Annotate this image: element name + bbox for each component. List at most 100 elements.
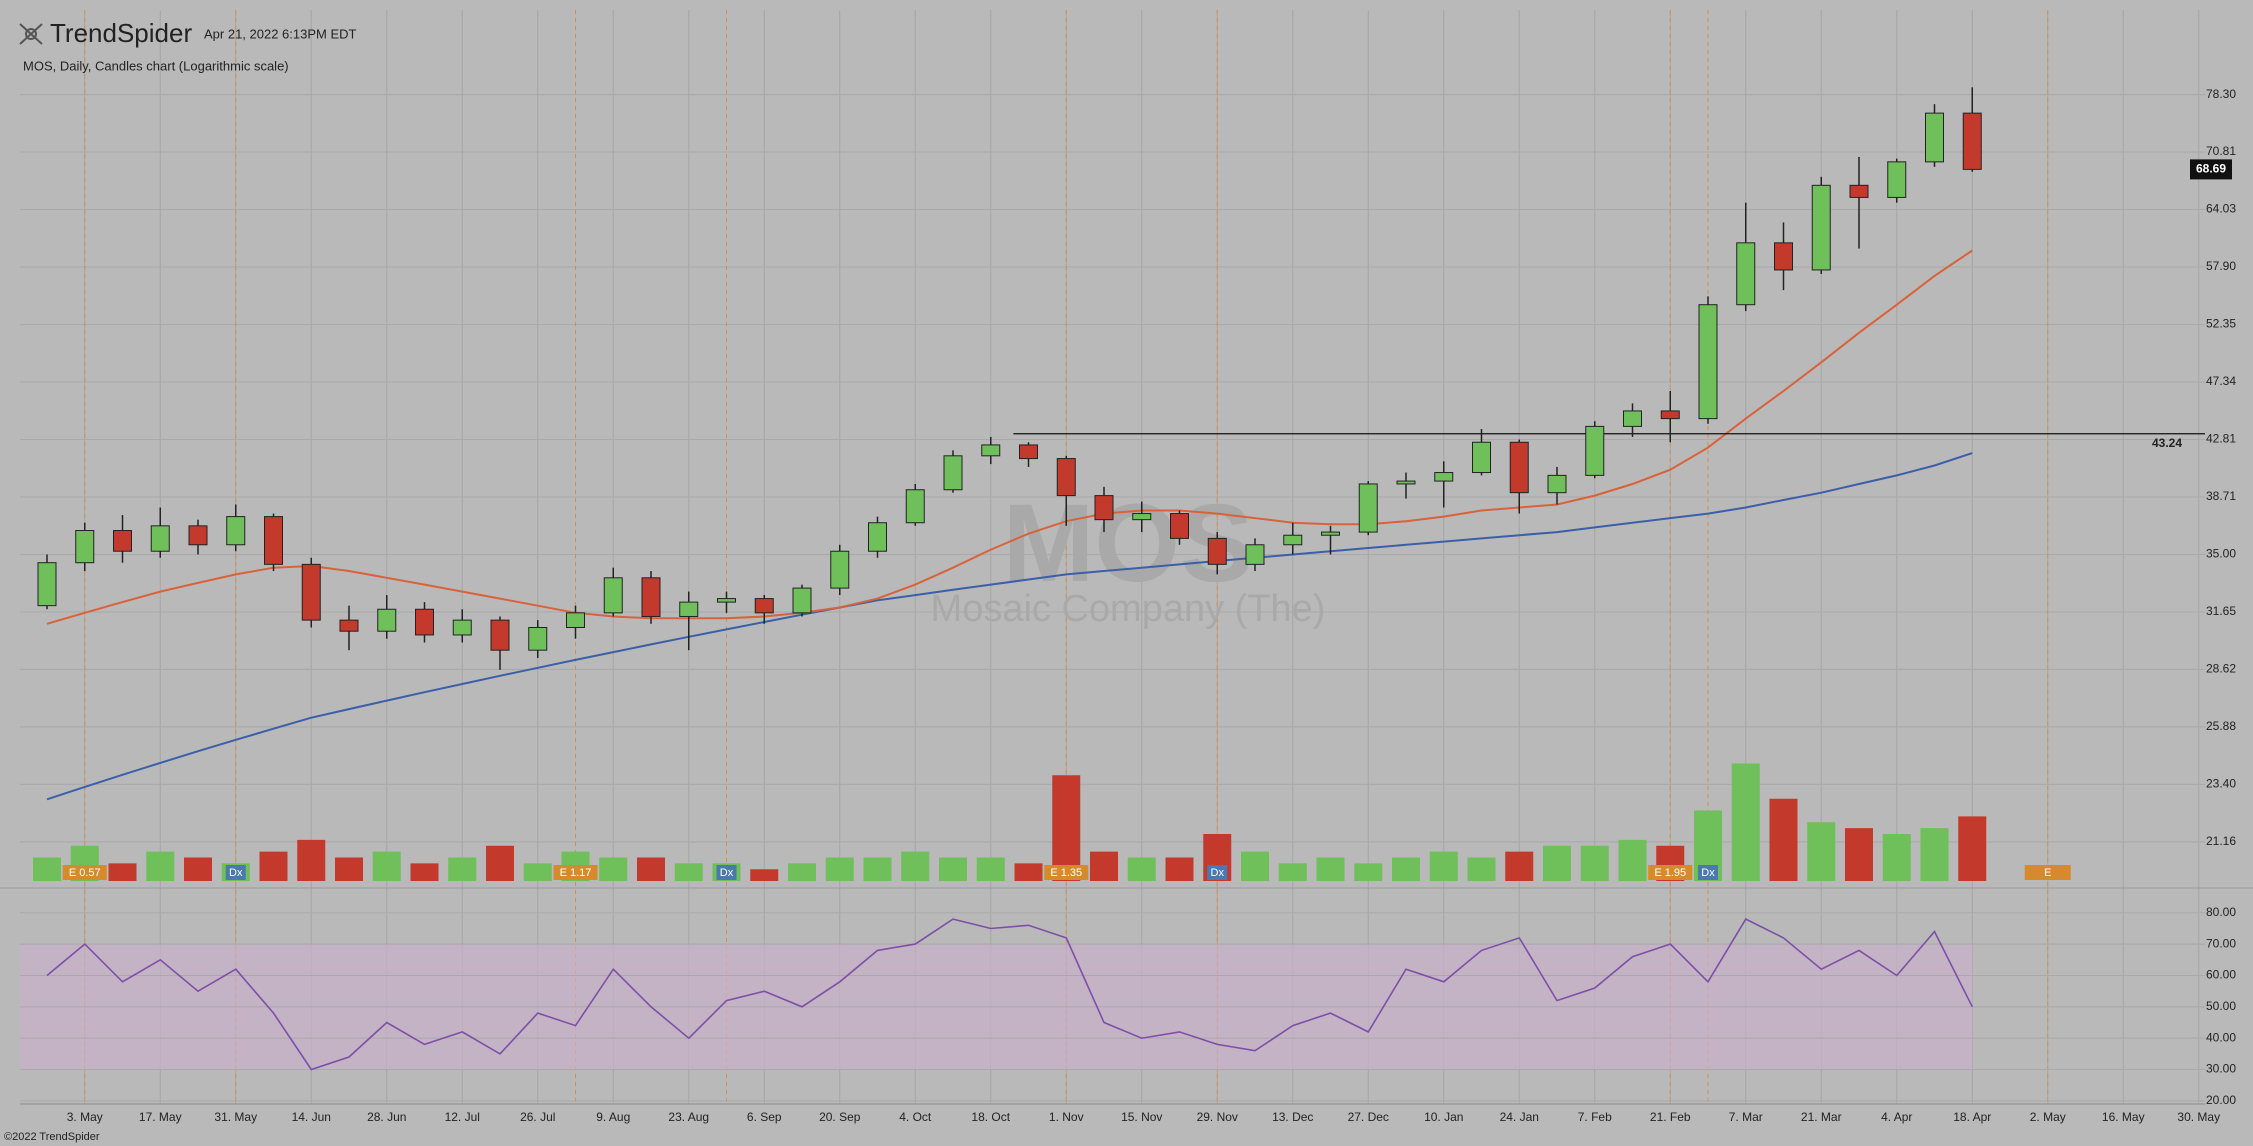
x-tick-label: 21. Mar bbox=[1801, 1110, 1842, 1124]
event-badge bbox=[1044, 865, 1089, 880]
rsi-tick-label: 50.00 bbox=[2206, 999, 2236, 1013]
x-tick-label: 28. Jun bbox=[367, 1110, 406, 1124]
volume-bar bbox=[1429, 851, 1458, 881]
volume-bar bbox=[33, 857, 61, 881]
x-tick-label: 7. Mar bbox=[1729, 1110, 1763, 1124]
y-tick-label: 42.81 bbox=[2206, 432, 2236, 446]
x-tick-label: 23. Aug bbox=[668, 1110, 709, 1124]
candle-body bbox=[188, 525, 208, 546]
candle-body bbox=[754, 598, 774, 614]
y-tick-label: 35.00 bbox=[2206, 547, 2236, 561]
y-tick-label: 23.40 bbox=[2206, 777, 2236, 791]
candle-body bbox=[868, 522, 887, 552]
event-label: Dx bbox=[1211, 867, 1225, 879]
volume-bar bbox=[901, 851, 930, 881]
x-tick-label: 12. Jul bbox=[445, 1110, 480, 1124]
volume-bar bbox=[939, 857, 967, 881]
grid bbox=[0, 10, 2253, 1105]
plot: 3. May 17. May 31. May 14. Jun 28. Jun 12. Ju… bbox=[33, 87, 2236, 1124]
candle-body bbox=[717, 598, 736, 603]
volume-bar bbox=[297, 839, 326, 881]
volume-bar bbox=[637, 857, 665, 881]
candle-body bbox=[830, 550, 850, 589]
volume-bar bbox=[1052, 775, 1081, 881]
x-tick-label: 30. May bbox=[2177, 1110, 2220, 1124]
candle-body bbox=[1321, 531, 1340, 536]
volume-bar bbox=[1316, 857, 1345, 881]
volume-bar bbox=[410, 863, 439, 881]
x-tick-label: 2. May bbox=[2030, 1110, 2066, 1124]
candle-body bbox=[1019, 444, 1038, 460]
volume-bar bbox=[1354, 863, 1383, 881]
candle-body bbox=[1283, 534, 1303, 546]
logo-icon bbox=[19, 23, 43, 45]
x-tick-label: 27. Dec bbox=[1348, 1110, 1389, 1124]
volume-bar bbox=[674, 863, 703, 881]
y-tick-label: 28.62 bbox=[2206, 662, 2236, 676]
candle-body bbox=[1660, 410, 1680, 420]
candle-body bbox=[1434, 472, 1454, 482]
volume-bar bbox=[1241, 851, 1269, 881]
volume-bar bbox=[976, 857, 1005, 881]
x-tick-label: 18. Apr bbox=[1953, 1110, 1991, 1124]
candle-body bbox=[339, 619, 359, 632]
candle-body bbox=[1547, 474, 1567, 494]
candle-body bbox=[1132, 513, 1152, 521]
volume-bar bbox=[1618, 839, 1647, 881]
volume-bar bbox=[1543, 845, 1571, 881]
y-tick-label: 21.16 bbox=[2206, 834, 2236, 848]
x-tick-label: 9. Aug bbox=[596, 1110, 630, 1124]
event-label: E 1.35 bbox=[1050, 867, 1082, 879]
event-label: Dx bbox=[1701, 867, 1715, 879]
moving-average bbox=[46, 249, 1973, 625]
watermark-name: Mosaic Company (The) bbox=[931, 588, 1326, 630]
candle-body bbox=[1623, 410, 1642, 427]
event-badge bbox=[1207, 865, 1228, 880]
volume-bar bbox=[448, 857, 477, 881]
candle-body bbox=[1925, 112, 1944, 163]
timestamp: Apr 21, 2022 6:13PM EDT bbox=[204, 26, 357, 41]
x-tick-label: 29. Nov bbox=[1197, 1110, 1238, 1124]
header: TrendSpider Apr 21, 2022 6:13PM EDT MOS,… bbox=[19, 18, 357, 73]
volume-bar bbox=[750, 869, 779, 881]
candle-body bbox=[641, 577, 661, 617]
volume-bar bbox=[335, 857, 363, 881]
candle-body bbox=[1698, 304, 1718, 420]
volume-bar bbox=[1505, 851, 1534, 881]
chart-title: MOS, Daily, Candles chart (Logarithmic s… bbox=[23, 58, 289, 73]
event-badge bbox=[553, 865, 598, 880]
y-tick-label: 31.65 bbox=[2206, 604, 2236, 618]
volume-bar bbox=[372, 851, 401, 881]
event-label: E 1.17 bbox=[560, 867, 592, 879]
event-badge bbox=[225, 865, 246, 880]
event-label: E 0.57 bbox=[69, 867, 101, 879]
event-badge bbox=[1648, 865, 1693, 880]
x-tick-label: 24. Jan bbox=[1500, 1110, 1539, 1124]
candle-body bbox=[679, 601, 699, 617]
volume-bar bbox=[184, 857, 212, 881]
candle-body bbox=[1245, 544, 1265, 565]
rsi-tick-label: 30.00 bbox=[2206, 1062, 2236, 1076]
rsi-line bbox=[46, 918, 1974, 1071]
candle-body bbox=[415, 608, 434, 636]
event-label: E bbox=[2044, 867, 2051, 879]
candle-body bbox=[37, 562, 57, 607]
candle-body bbox=[1736, 242, 1756, 306]
x-tick-label: 17. May bbox=[139, 1110, 182, 1124]
candle-body bbox=[1207, 537, 1227, 565]
candle-body bbox=[452, 619, 472, 636]
level-label: 43.24 bbox=[2152, 436, 2182, 450]
x-tick-label: 31. May bbox=[214, 1110, 257, 1124]
volume-bar bbox=[1127, 857, 1156, 881]
volume-bar bbox=[1014, 863, 1043, 881]
candle-body bbox=[1849, 184, 1869, 198]
candle-body bbox=[1094, 495, 1114, 521]
candle-body bbox=[528, 626, 548, 651]
volume-bar bbox=[146, 851, 175, 881]
x-tick-label: 6. Sep bbox=[747, 1110, 782, 1124]
x-tick-label: 20. Sep bbox=[819, 1110, 861, 1124]
candle-body bbox=[1585, 425, 1605, 476]
candle-body bbox=[603, 577, 623, 614]
candle-body bbox=[75, 530, 95, 564]
y-tick-label: 52.35 bbox=[2206, 317, 2236, 331]
